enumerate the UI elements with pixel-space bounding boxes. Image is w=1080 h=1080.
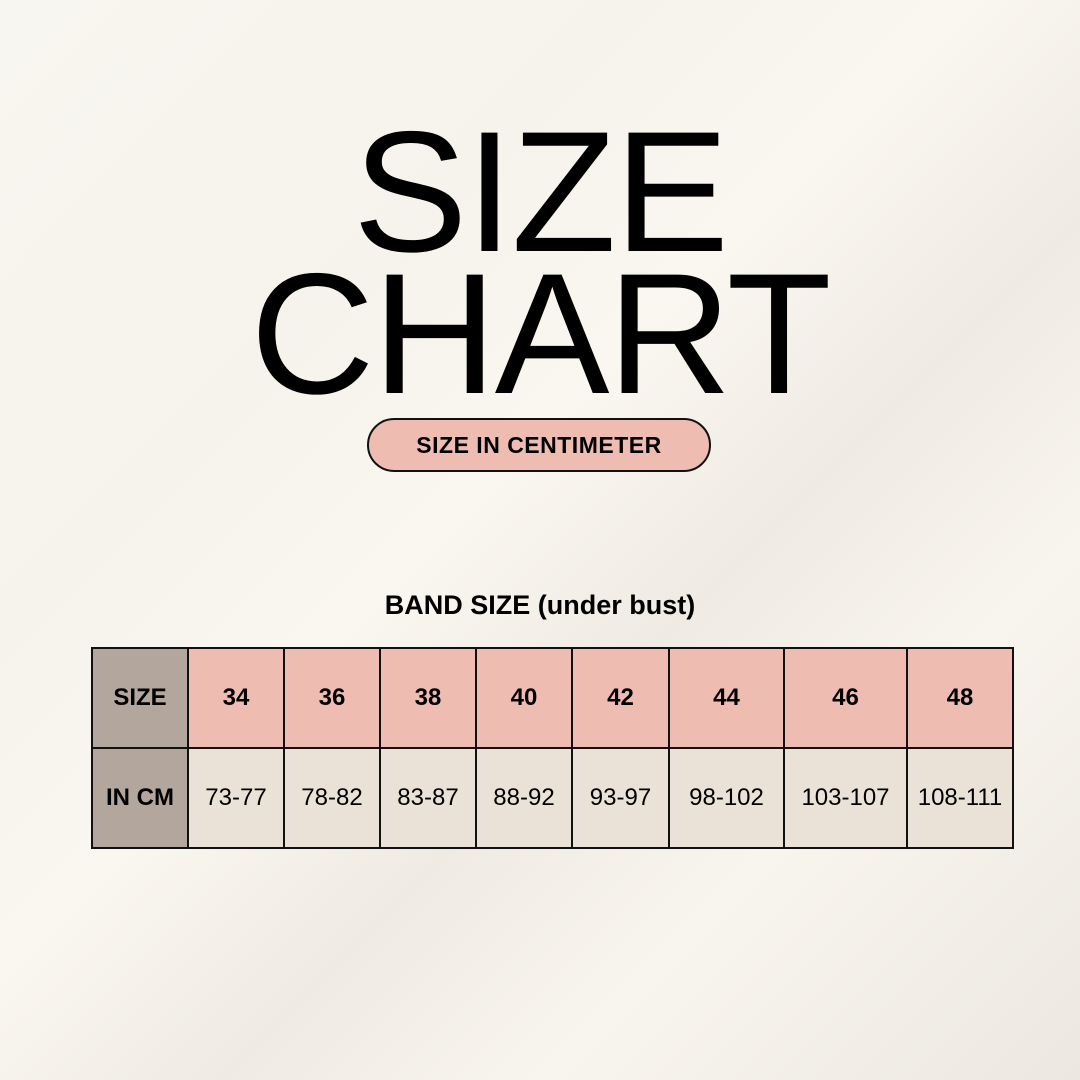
table-caption: BAND SIZE (under bust)	[384, 590, 696, 620]
cm-range-cell: 88-92	[475, 747, 573, 849]
cm-range-cell: 108-111	[906, 747, 1014, 849]
size-cell: 44	[668, 647, 785, 749]
cm-range-cell: 98-102	[668, 747, 785, 849]
size-cell: 38	[379, 647, 477, 749]
table-row-cm: IN CM 73-77 78-82 83-87 88-92 93-97 98-102 103…	[91, 747, 1014, 849]
row-header-size: SIZE	[91, 647, 189, 749]
title-line-1: SIZE	[352, 96, 729, 288]
cm-range-cell: 73-77	[187, 747, 285, 849]
cm-range-cell: 78-82	[283, 747, 381, 849]
size-cell: 34	[187, 647, 285, 749]
size-cell: 48	[906, 647, 1014, 749]
cm-range-cell: 93-97	[571, 747, 670, 849]
unit-badge: SIZE IN CENTIMETER	[367, 418, 711, 472]
size-table: SIZE 34 36 38 40 42 44 46 48 IN CM 73-77 78-82 83…	[91, 647, 1014, 849]
size-cell: 36	[283, 647, 381, 749]
size-cell: 46	[783, 647, 908, 749]
size-cell: 40	[475, 647, 573, 749]
row-header-cm: IN CM	[91, 747, 189, 849]
size-cell: 42	[571, 647, 670, 749]
cm-range-cell: 83-87	[379, 747, 477, 849]
title-line-2: CHART	[250, 238, 831, 430]
cm-range-cell: 103-107	[783, 747, 908, 849]
table-row-sizes: SIZE 34 36 38 40 42 44 46 48	[91, 647, 1014, 749]
